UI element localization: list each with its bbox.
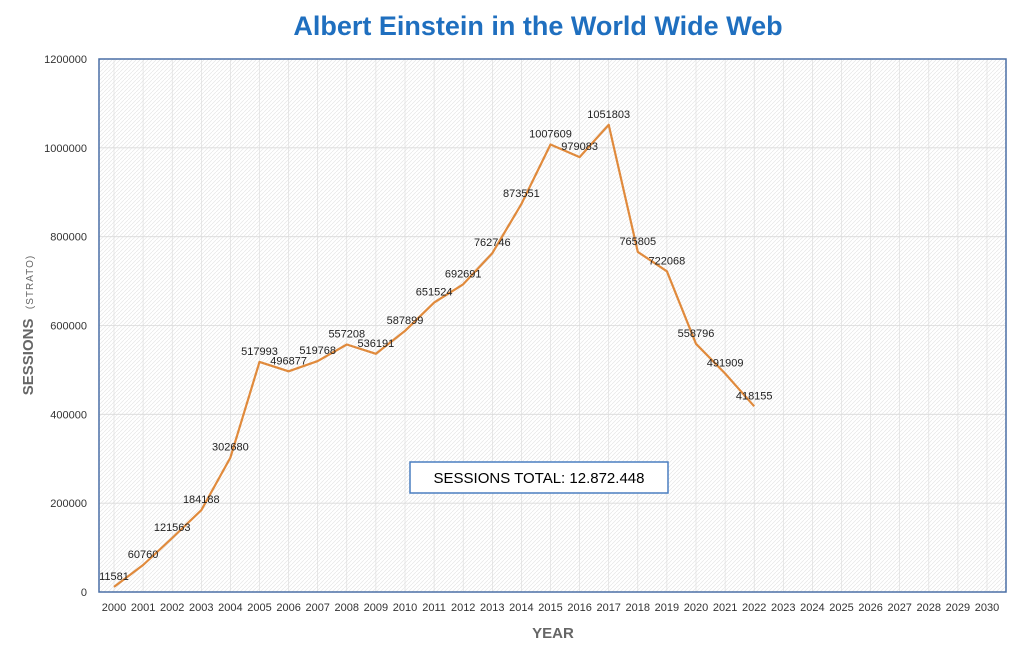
x-tick-label: 2000 (102, 602, 126, 614)
y-axis-ticks: 0 200000 400000 600000 800000 1000000 1200000 (44, 54, 87, 599)
x-tick-label: 2013 (480, 602, 504, 614)
data-label: 184188 (183, 494, 220, 506)
data-label: 536191 (358, 338, 395, 350)
data-label: 557208 (328, 329, 365, 341)
grid-lines (99, 59, 1006, 592)
y-tick-label: 800000 (50, 232, 87, 244)
data-label: 491909 (707, 358, 744, 370)
data-label: 418155 (736, 390, 773, 402)
x-tick-label: 2028 (917, 602, 941, 614)
x-tick-label: 2025 (829, 602, 853, 614)
data-label: 1007609 (529, 128, 572, 140)
x-tick-label: 2010 (393, 602, 417, 614)
x-tick-label: 2020 (684, 602, 708, 614)
x-tick-label: 2017 (596, 602, 620, 614)
x-axis-title: YEAR (532, 625, 574, 642)
x-tick-label: 2014 (509, 602, 533, 614)
data-label: 302680 (212, 442, 249, 454)
x-axis-ticks: 2000 2001 2002 2003 2004 2005 2006 2007 2008 2009… (102, 602, 999, 614)
data-label: 692691 (445, 268, 482, 280)
data-label: 60760 (128, 549, 159, 561)
x-tick-label: 2001 (131, 602, 155, 614)
x-tick-label: 2022 (742, 602, 766, 614)
x-tick-label: 2006 (276, 602, 300, 614)
x-tick-label: 2027 (887, 602, 911, 614)
x-tick-label: 2007 (305, 602, 329, 614)
x-tick-label: 2015 (538, 602, 562, 614)
x-tick-label: 2018 (626, 602, 650, 614)
y-axis-title: SESSIONS (STRATO) (20, 255, 37, 395)
data-label: 651524 (416, 287, 453, 299)
chart-title: Albert Einstein in the World Wide Web (293, 11, 782, 41)
data-label: 517993 (241, 346, 278, 358)
x-tick-label: 2024 (800, 602, 824, 614)
x-tick-label: 2003 (189, 602, 213, 614)
data-label: 519768 (299, 345, 336, 357)
data-label: 765805 (619, 236, 656, 248)
x-tick-label: 2011 (422, 602, 446, 614)
data-label: 873551 (503, 188, 540, 200)
data-label: 11581 (99, 571, 129, 583)
x-tick-label: 2030 (975, 602, 999, 614)
data-label: 121563 (154, 522, 191, 534)
x-tick-label: 2021 (713, 602, 737, 614)
data-label: 1051803 (587, 109, 630, 121)
x-tick-label: 2009 (364, 602, 388, 614)
x-tick-label: 2002 (160, 602, 184, 614)
sessions-total-label: SESSIONS TOTAL: 12.872.448 (434, 470, 645, 487)
y-tick-label: 600000 (50, 321, 87, 333)
y-tick-label: 0 (81, 587, 87, 599)
x-tick-label: 2004 (218, 602, 242, 614)
x-tick-label: 2016 (567, 602, 591, 614)
data-label: 496877 (270, 355, 307, 367)
y-axis-title-sub: (STRATO) (25, 255, 36, 309)
y-tick-label: 200000 (50, 498, 87, 510)
x-tick-label: 2019 (655, 602, 679, 614)
y-tick-label: 1000000 (44, 143, 87, 155)
x-tick-label: 2008 (335, 602, 359, 614)
plot-border (98, 58, 1007, 593)
series-line (113, 123, 756, 588)
x-tick-label: 2005 (247, 602, 271, 614)
data-label: 722068 (649, 255, 686, 267)
data-labels: 11581 60760 121563 184188 302680 517993496877… (99, 109, 772, 583)
y-tick-label: 1200000 (44, 54, 87, 66)
sessions-total-box (409, 461, 669, 494)
x-tick-label: 2029 (946, 602, 970, 614)
data-label: 762746 (474, 237, 511, 249)
y-tick-label: 400000 (50, 409, 87, 421)
data-label: 979083 (561, 141, 598, 153)
data-label: 558796 (678, 328, 715, 340)
x-tick-label: 2023 (771, 602, 795, 614)
data-label: 587899 (387, 315, 424, 327)
y-axis-title-main: SESSIONS (20, 319, 37, 396)
x-tick-label: 2026 (858, 602, 882, 614)
x-tick-label: 2012 (451, 602, 475, 614)
